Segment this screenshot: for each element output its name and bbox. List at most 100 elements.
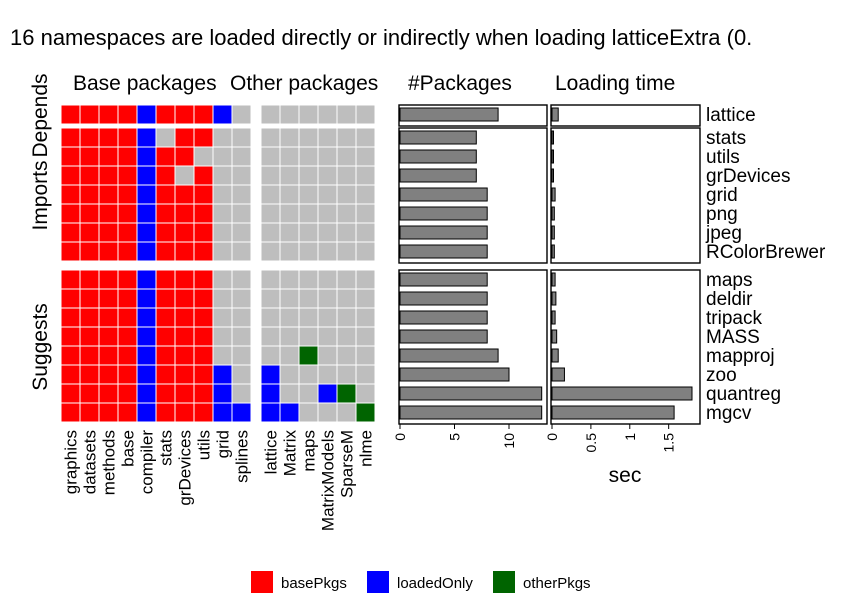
count-bar-grDevices	[399, 168, 477, 183]
tile-RColorBrewer-base	[117, 241, 138, 262]
tile-jpeg-grDevices	[174, 222, 195, 243]
tile-utils-lattice	[260, 146, 281, 167]
row-label-zoo: zoo	[706, 365, 737, 386]
tile-zoo-graphics	[60, 364, 81, 385]
tile-stats-base	[117, 127, 138, 148]
tile-stats-compiler	[136, 127, 157, 148]
tile-maps-lattice	[260, 269, 281, 290]
tile-grDevices-compiler	[136, 165, 157, 186]
time-bar-tripack	[551, 310, 556, 325]
tile-MASS-grDevices	[174, 326, 195, 347]
tile-zoo-MatrixModels	[317, 364, 338, 385]
tile-maps-stats	[155, 269, 176, 290]
tile-zoo-grDevices	[174, 364, 195, 385]
row-label-maps: maps	[706, 270, 752, 291]
column-label-splines: splines	[233, 430, 252, 483]
column-label-base: base	[119, 430, 138, 467]
tile-quantreg-Matrix	[279, 383, 300, 404]
tile-mgcv-splines	[231, 402, 252, 423]
legend-swatch-loadedOnly	[367, 571, 389, 593]
tile-lattice-utils	[193, 104, 214, 125]
tile-maps-nlme	[355, 269, 376, 290]
tile-tripack-utils	[193, 307, 214, 328]
tile-png-Matrix	[279, 203, 300, 224]
tile-utils-grid	[212, 146, 233, 167]
tile-quantreg-grid	[212, 383, 233, 404]
tile-RColorBrewer-graphics	[60, 241, 81, 262]
count-bar-lattice	[399, 107, 499, 122]
tile-grDevices-datasets	[79, 165, 100, 186]
tile-lattice-lattice	[260, 104, 281, 125]
tile-RColorBrewer-maps	[298, 241, 319, 262]
time-bar-MASS	[551, 329, 558, 344]
time-tick-label-1: 1	[622, 433, 638, 441]
tile-mgcv-datasets	[79, 402, 100, 423]
tile-stats-SparseM	[336, 127, 357, 148]
legend-label-basePkgs: basePkgs	[281, 575, 347, 592]
tile-tripack-graphics	[60, 307, 81, 328]
legend-swatch-basePkgs	[251, 571, 273, 593]
tile-lattice-splines	[231, 104, 252, 125]
tile-tripack-nlme	[355, 307, 376, 328]
tile-deldir-grid	[212, 288, 233, 309]
tile-lattice-SparseM	[336, 104, 357, 125]
tile-grDevices-MatrixModels	[317, 165, 338, 186]
tile-mapproj-grDevices	[174, 345, 195, 366]
count-bar-mgcv	[399, 405, 543, 420]
tile-MASS-methods	[98, 326, 119, 347]
tile-tripack-MatrixModels	[317, 307, 338, 328]
tile-utils-utils	[193, 146, 214, 167]
tile-RColorBrewer-grid	[212, 241, 233, 262]
tile-mapproj-compiler	[136, 345, 157, 366]
count-panel-imports	[398, 127, 548, 264]
tile-png-grDevices	[174, 203, 195, 224]
tile-zoo-utils	[193, 364, 214, 385]
time-tick-label-0: 0	[544, 433, 560, 441]
tile-RColorBrewer-utils	[193, 241, 214, 262]
tile-RColorBrewer-SparseM	[336, 241, 357, 262]
tile-maps-grDevices	[174, 269, 195, 290]
row-label-mapproj: mapproj	[706, 346, 775, 367]
row-label-stats: stats	[706, 128, 746, 149]
tile-grDevices-methods	[98, 165, 119, 186]
tile-jpeg-splines	[231, 222, 252, 243]
tile-zoo-lattice	[260, 364, 281, 385]
count-bar-png	[399, 206, 488, 221]
tile-stats-nlme	[355, 127, 376, 148]
count-bar-jpeg	[399, 225, 488, 240]
tile-mgcv-Matrix	[279, 402, 300, 423]
tile-utils-nlme	[355, 146, 376, 167]
count-panel-suggests	[398, 269, 548, 425]
tile-utils-datasets	[79, 146, 100, 167]
tile-deldir-methods	[98, 288, 119, 309]
tile-tripack-compiler	[136, 307, 157, 328]
tile-deldir-splines	[231, 288, 252, 309]
column-label-compiler: compiler	[138, 430, 157, 495]
tile-utils-splines	[231, 146, 252, 167]
tile-png-compiler	[136, 203, 157, 224]
tile-zoo-base	[117, 364, 138, 385]
tile-tripack-Matrix	[279, 307, 300, 328]
tile-MASS-stats	[155, 326, 176, 347]
tile-RColorBrewer-Matrix	[279, 241, 300, 262]
tile-utils-methods	[98, 146, 119, 167]
count-bar-zoo	[399, 367, 510, 382]
count-bar-mapproj	[399, 348, 499, 363]
tile-zoo-grid	[212, 364, 233, 385]
tile-tripack-stats	[155, 307, 176, 328]
tile-RColorBrewer-splines	[231, 241, 252, 262]
tile-grid-lattice	[260, 184, 281, 205]
tile-mapproj-Matrix	[279, 345, 300, 366]
column-label-lattice: lattice	[262, 430, 281, 474]
tile-grid-maps	[298, 184, 319, 205]
tile-stats-MatrixModels	[317, 127, 338, 148]
tile-utils-Matrix	[279, 146, 300, 167]
tile-grDevices-lattice	[260, 165, 281, 186]
tile-MASS-graphics	[60, 326, 81, 347]
time-panel-imports	[550, 127, 701, 264]
tile-deldir-datasets	[79, 288, 100, 309]
tile-deldir-lattice	[260, 288, 281, 309]
row-label-grDevices: grDevices	[706, 166, 790, 187]
row-label-png: png	[706, 204, 738, 225]
tile-png-grid	[212, 203, 233, 224]
